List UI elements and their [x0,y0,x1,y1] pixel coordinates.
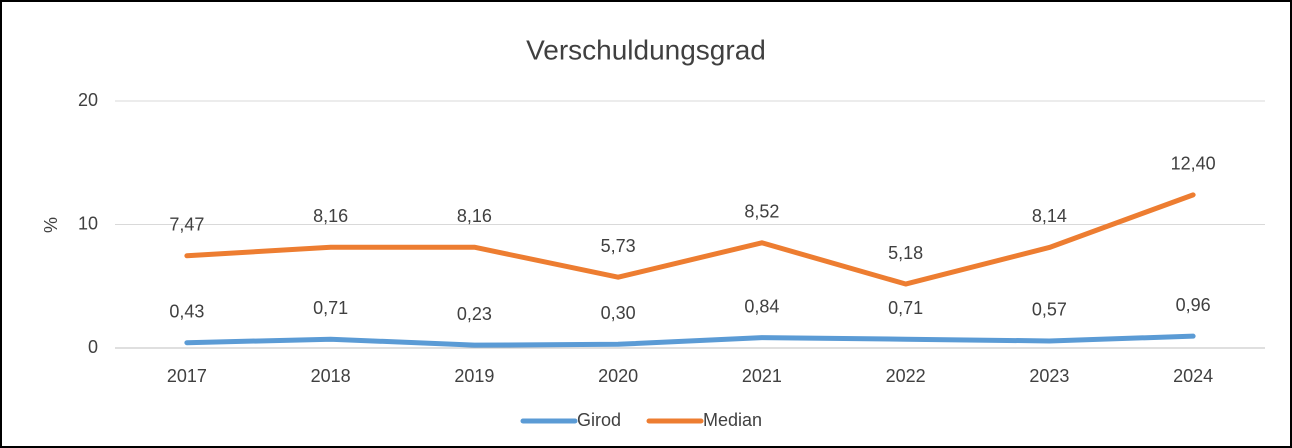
x-tick-label: 2021 [742,366,782,386]
data-label: 0,43 [169,301,204,321]
x-tick-label: 2022 [886,366,926,386]
data-label: 7,47 [169,214,204,234]
data-label: 8,16 [313,206,348,226]
y-tick-label: 0 [88,337,98,357]
data-label: 8,14 [1032,206,1067,226]
data-label: 5,18 [888,243,923,263]
data-label: 0,23 [457,304,492,324]
series-line [184,192,1196,287]
data-label: 0,57 [1032,300,1067,320]
data-label: 8,16 [457,206,492,226]
y-axis-label: % [41,217,61,233]
x-tick-label: 2018 [311,366,351,386]
series-line [184,333,1196,348]
data-label: 0,71 [313,298,348,318]
data-label: 8,52 [744,202,779,222]
y-tick-label: 20 [78,90,98,110]
data-label: 0,71 [888,298,923,318]
legend-label: Girod [577,410,621,430]
data-label: 12,40 [1171,154,1216,174]
chart-title: Verschuldungsgrad [526,34,766,65]
data-label: 0,96 [1176,295,1211,315]
data-label: 0,84 [744,296,779,316]
x-tick-label: 2020 [598,366,638,386]
y-tick-label: 10 [78,213,98,233]
legend-label: Median [703,410,762,430]
x-tick-label: 2017 [167,366,207,386]
x-tick-label: 2023 [1029,366,1069,386]
x-tick-label: 2024 [1173,366,1213,386]
data-label: 5,73 [601,236,636,256]
data-label: 0,30 [601,303,636,323]
x-tick-label: 2019 [454,366,494,386]
